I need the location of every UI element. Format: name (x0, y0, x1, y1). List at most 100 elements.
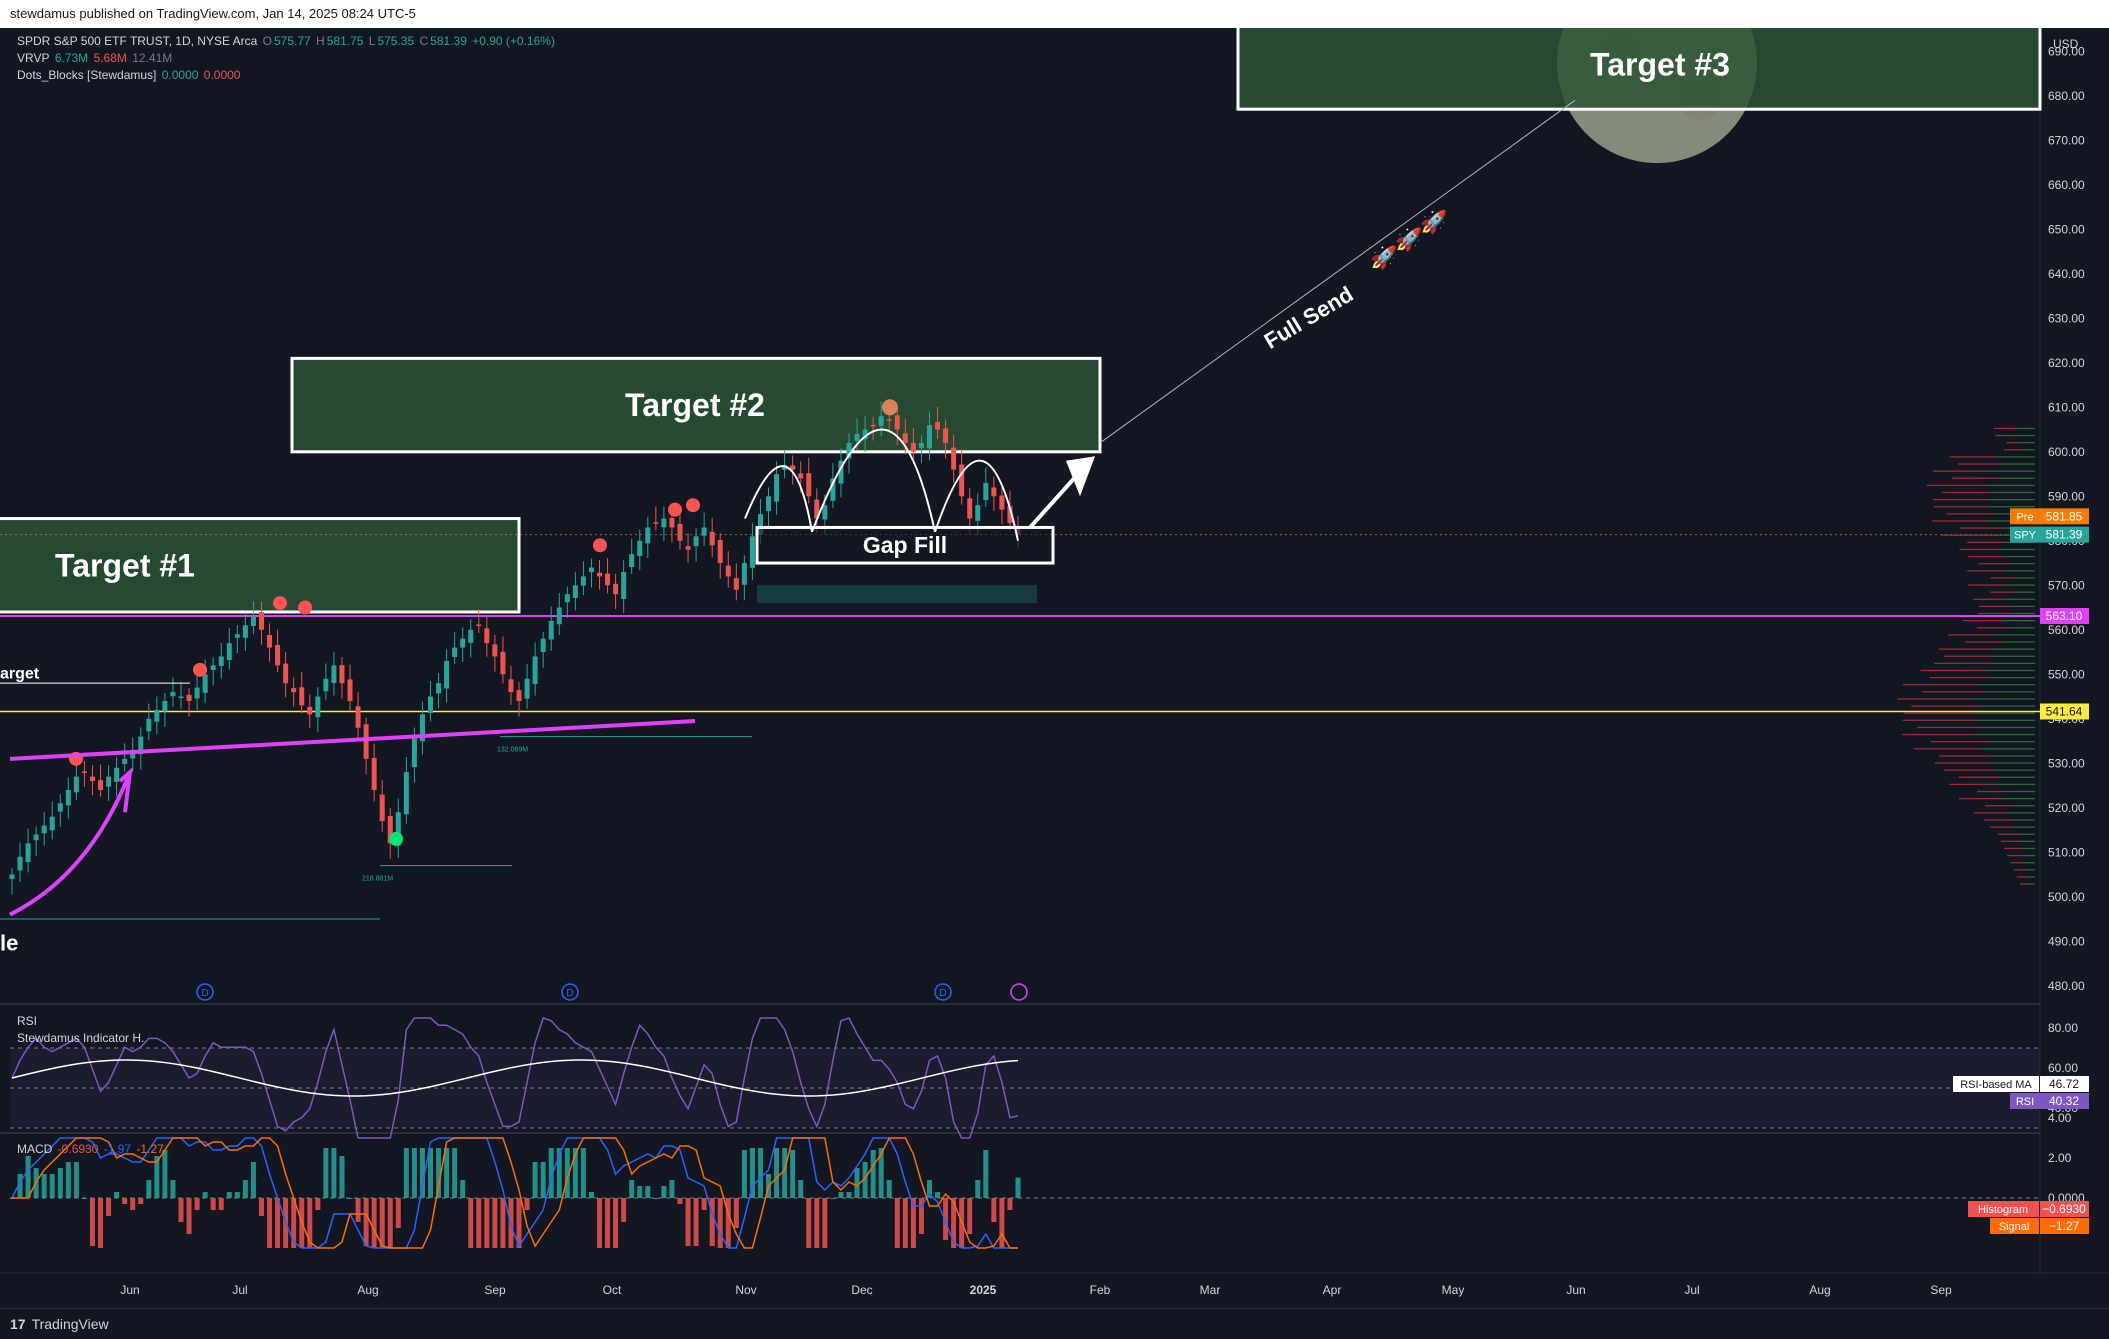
candle-body (822, 505, 828, 520)
vrvp-bar-down (1917, 726, 1983, 729)
rsi-legend[interactable]: RSI (17, 1013, 39, 1030)
candle-body (146, 718, 152, 732)
time-tick-label: Mar (1200, 1283, 1221, 1297)
stew-legend[interactable]: Stewdamus Indicator H. (17, 1030, 146, 1047)
macd-hist-bar (774, 1148, 780, 1198)
hist-value: −0.6930 (2042, 1202, 2086, 1216)
candle-body (790, 465, 796, 470)
dividend-marker-icon[interactable] (561, 983, 579, 1001)
vrvp-bar-down (1990, 826, 2015, 828)
macd-hist-bar (194, 1198, 200, 1210)
vrvp-bar-down (1990, 591, 2015, 593)
macd-hist-bar (258, 1198, 264, 1216)
candle-body (194, 687, 200, 699)
macd-hist-bar (25, 1156, 31, 1198)
vrvp-bar-down (1958, 776, 2001, 778)
price-tick-label: 560.00 (2048, 623, 2085, 637)
earnings-marker-icon (1010, 983, 1028, 1001)
macd-legend[interactable]: MACD -0.6930 -1.97 -1.27 (17, 1141, 166, 1158)
candle-body (717, 540, 723, 564)
vrvp-bar-up (1975, 719, 2035, 721)
target3-label: Target #3 (1590, 47, 1730, 83)
vrvp-bar-up (2019, 840, 2035, 842)
time-tick-label: Jun (120, 1283, 139, 1297)
vrvp-bar-down (1951, 477, 1998, 479)
magenta-level-tag-value: 563.10 (2046, 609, 2083, 623)
brand-text: TradingView (31, 1316, 109, 1332)
vrvp-bar-down (1976, 627, 2009, 629)
macd-hist-bar (468, 1198, 474, 1248)
macd-hist-bar (524, 1198, 530, 1210)
gap-zone-fill (757, 585, 1037, 604)
candle-body (436, 683, 442, 694)
hist-value-bg (2040, 1201, 2089, 1217)
vrvp-bar-down (1939, 755, 1992, 757)
macd-hist-bar (951, 1198, 957, 1248)
vrvp-bar-down (1990, 577, 2015, 579)
macd-hist-bar (935, 1192, 941, 1198)
vrvp-bar-up (2017, 434, 2035, 437)
candle-body (218, 656, 224, 666)
price-tick-label: 670.00 (2048, 133, 2085, 147)
vrvp-bar-up (1991, 755, 2035, 757)
candle-body (951, 447, 957, 470)
macd-hist-bar (170, 1180, 176, 1198)
macd-hist-bar (452, 1148, 458, 1198)
dots-legend[interactable]: Dots_Blocks [Stewdamus] 0.0000 0.0000 (17, 67, 242, 84)
macd-hist-bar (983, 1150, 989, 1198)
chart-canvas[interactable]: 690.00 680.00 670.00 660.00 650.00 640.00 630.… (0, 28, 2109, 1308)
candle-body (774, 474, 780, 502)
macd-signal-line (12, 1137, 1018, 1249)
candle-body (918, 442, 924, 448)
macd-hist-bar (162, 1150, 168, 1198)
vrvp-bar-up (1989, 506, 2035, 508)
candle-body (814, 499, 820, 519)
macd-hist-bar (806, 1198, 812, 1248)
macd-hist-bar (17, 1174, 23, 1198)
vrvp-legend[interactable]: VRVP 6.73M 5.68M 12.41M (17, 50, 174, 67)
candle-body (267, 634, 273, 648)
magenta-trendline (9, 719, 696, 761)
macd-hist-bar (814, 1198, 820, 1248)
vrvp-bar-up (2021, 449, 2035, 451)
signal-dot (273, 596, 287, 611)
macd-hist-bar (741, 1150, 747, 1198)
candle-body (870, 424, 876, 427)
candle-body (57, 803, 63, 812)
vrvp-bar-down (1958, 797, 2001, 800)
macd-hist-bar (572, 1148, 578, 1198)
candle-body (291, 688, 297, 693)
macd-hist-bar (637, 1186, 643, 1198)
dividend-marker-icon[interactable] (196, 983, 214, 1001)
macd-hist-bar (202, 1192, 208, 1198)
candle-body (975, 505, 981, 521)
dividend-marker-icon[interactable] (934, 983, 952, 1001)
rsi-value: 40.32 (2049, 1094, 2079, 1108)
macd-hist-bar (1015, 1177, 1021, 1198)
vrvp-bar-down (2020, 883, 2029, 885)
target2-label: Target #2 (625, 387, 765, 423)
macd-hist-bar (926, 1180, 932, 1198)
macd-hist-bar (339, 1156, 345, 1198)
target1-box (0, 517, 521, 614)
spy-price-tag-label-bg (2010, 526, 2040, 543)
rsi-ma-tag-bg (1953, 1076, 2039, 1092)
vrvp-bar-up (1975, 712, 2035, 714)
macd-hist-bar (693, 1198, 699, 1246)
candle-body (605, 573, 611, 586)
macd-tick-label: 2.00 (2048, 1151, 2072, 1165)
dividend-marker-label: D (201, 988, 208, 999)
price-tick-label: 680.00 (2048, 89, 2085, 103)
candle-body (500, 651, 506, 675)
candle-body (886, 419, 892, 421)
dividend-marker-label: D (939, 988, 946, 999)
candle-body (444, 660, 450, 689)
candle-body (645, 527, 651, 544)
magenta-level-tag-value-bg (2040, 607, 2089, 624)
dots-label: Dots_Blocks [Stewdamus] (17, 68, 157, 82)
vrvp-bar-down (1934, 662, 1990, 665)
yellow-level-tag-value: 541.64 (2046, 704, 2083, 718)
candle-body (25, 843, 31, 863)
candle-body (258, 612, 264, 630)
pre-price-tag-label-bg (2010, 508, 2040, 525)
